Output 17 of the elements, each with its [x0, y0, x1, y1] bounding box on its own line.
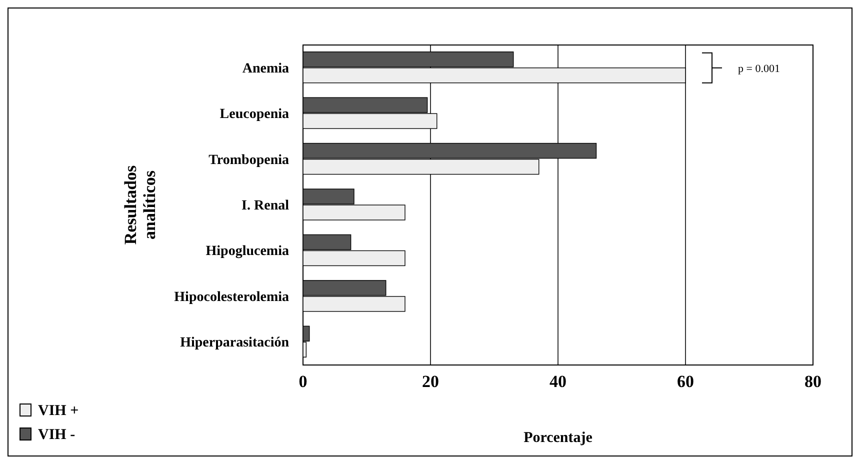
y-tick-label: Hiperparasitación	[180, 336, 290, 351]
y-tick-label: Leucopenia	[220, 107, 289, 122]
x-tick-label: 40	[550, 372, 566, 392]
annotation: p = 0.001	[738, 62, 780, 75]
y-tick-label: I. Renal	[242, 198, 290, 214]
y-tick-label: Hipoglucemia	[206, 244, 289, 260]
legend-label: VIH -	[38, 427, 76, 443]
x-tick-label: 0	[298, 372, 308, 392]
y-axis-title: Resultados analíticos	[121, 164, 159, 245]
x-tick-label: 20	[422, 372, 439, 392]
y-tick-label: Anemia	[242, 61, 289, 76]
y-tick-label: Trombopenia	[208, 152, 289, 168]
x-tick-label: 80	[804, 372, 822, 392]
legend-label: VIH +	[38, 403, 79, 419]
y-tick-label: Hipocolesterolemia	[174, 290, 289, 305]
x-axis-title: Porcentaje	[524, 430, 593, 446]
x-tick-label: 60	[677, 372, 694, 392]
